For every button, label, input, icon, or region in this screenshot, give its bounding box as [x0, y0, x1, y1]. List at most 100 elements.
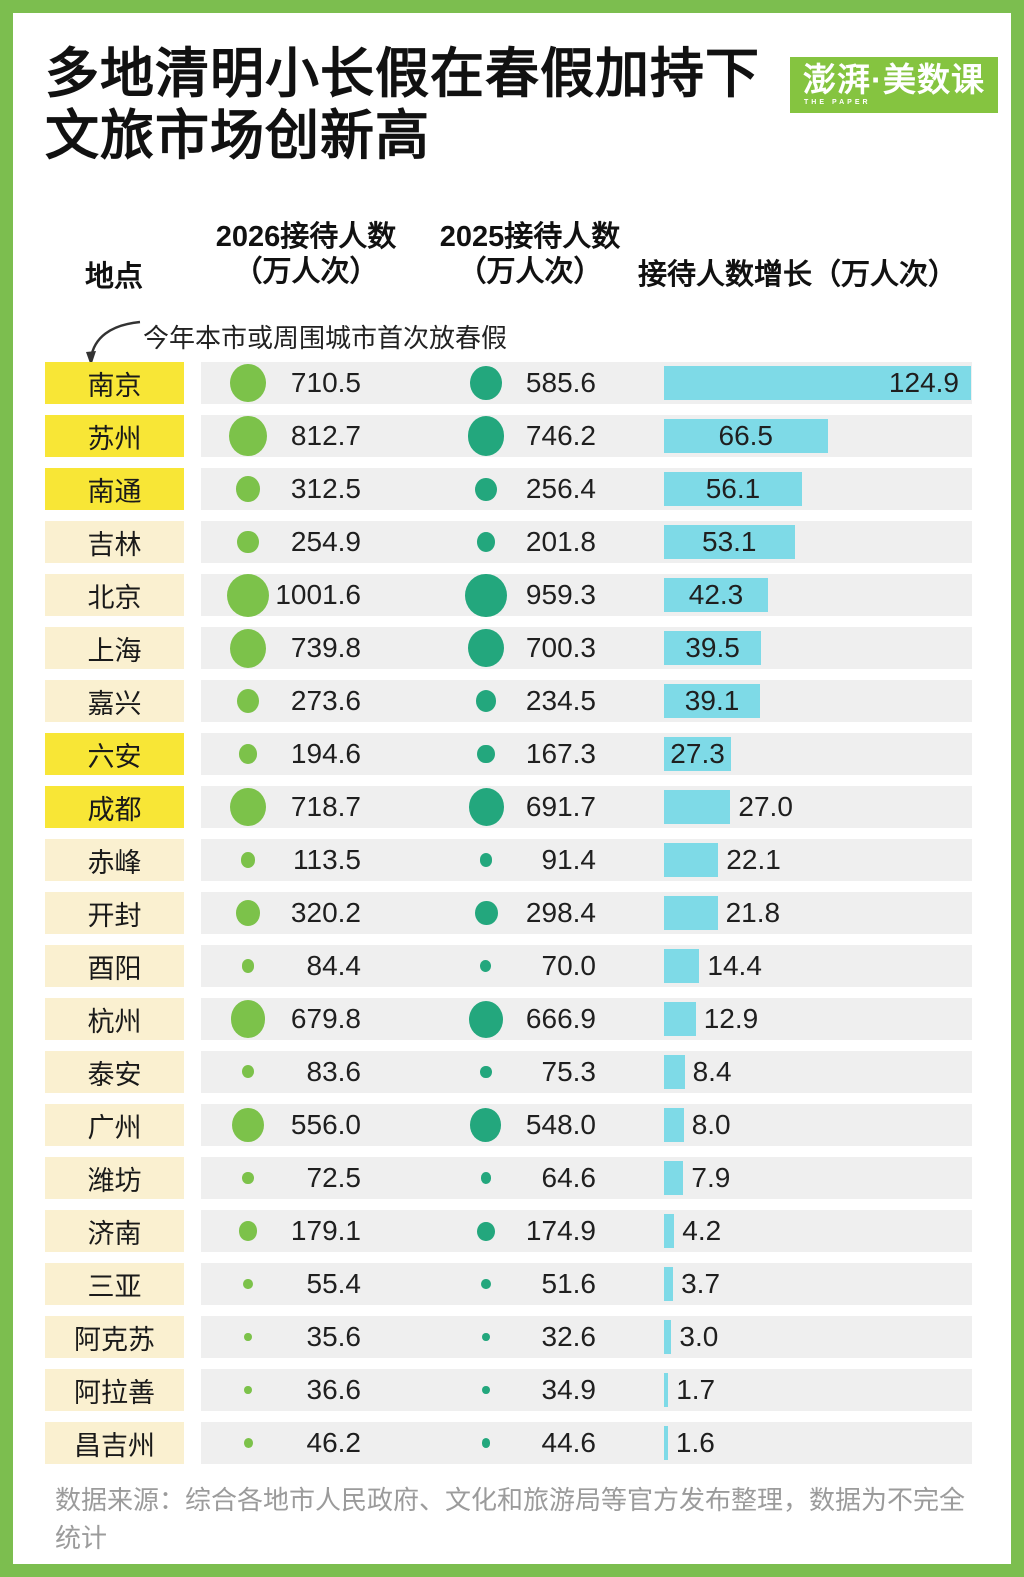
value-2025: 32.6 — [541, 1321, 597, 1352]
dot-2025 — [470, 1108, 502, 1142]
row-background — [201, 839, 972, 881]
city-label: 苏州 — [45, 415, 184, 457]
table-row: 赤峰 113.5 91.4 22.1 — [13, 839, 1011, 881]
row-background — [201, 892, 972, 934]
dot-2026 — [230, 1000, 266, 1038]
value-2026: 83.6 — [306, 1056, 362, 1087]
row-background — [201, 786, 972, 828]
value-2026: 36.6 — [306, 1374, 362, 1405]
growth-bar — [664, 790, 731, 824]
page-title: 多地清明小长假在春假加持下 文旅市场创新高 — [45, 43, 760, 167]
column-header-2026: 2026接待人数 （万人次） — [196, 220, 416, 290]
row-background — [201, 1157, 972, 1199]
growth-bar — [664, 631, 762, 665]
row-background — [201, 1104, 972, 1146]
dot-2025 — [475, 477, 497, 501]
dot-2026 — [232, 1108, 264, 1142]
dot-2026 — [229, 415, 267, 457]
city-label: 赤峰 — [45, 839, 184, 881]
row-background — [201, 1316, 972, 1358]
column-header-2025-line2: （万人次） — [457, 256, 603, 288]
value-2025: 585.6 — [525, 367, 596, 398]
row-background — [201, 680, 972, 722]
row-background — [201, 945, 972, 987]
growth-bar — [664, 1161, 684, 1195]
value-2026: 812.7 — [290, 420, 361, 451]
logo-text-cn: 澎湃·美数课 — [803, 61, 985, 98]
value-2026: 72.5 — [306, 1162, 362, 1193]
growth-value: 39.5 — [685, 632, 740, 663]
growth-value: 7.9 — [691, 1162, 731, 1193]
growth-bar — [664, 1373, 669, 1407]
city-label: 杭州 — [45, 998, 184, 1040]
table-row: 吉林 254.9 201.8 53.1 — [13, 521, 1011, 563]
growth-value: 8.0 — [691, 1109, 731, 1140]
value-2026: 1001.6 — [275, 579, 361, 610]
dot-2025 — [467, 416, 505, 456]
city-label: 北京 — [45, 574, 184, 616]
data-table: 南京 710.5 585.6 124.9 苏州 812.7 746.2 66.5 南通 312.5… — [13, 362, 1011, 1464]
value-2025: 298.4 — [525, 897, 596, 928]
city-label: 三亚 — [45, 1263, 184, 1305]
table-row: 济南 179.1 174.9 4.2 — [13, 1210, 1011, 1252]
city-label: 阿拉善 — [45, 1369, 184, 1411]
table-row: 北京 1001.6 959.3 42.3 — [13, 573, 1011, 617]
table-row: 南通 312.5 256.4 56.1 — [13, 468, 1011, 510]
dot-2026 — [239, 1221, 257, 1241]
value-2025: 691.7 — [525, 791, 596, 822]
value-2026: 320.2 — [290, 897, 361, 928]
value-2026: 179.1 — [290, 1215, 361, 1246]
table-row: 阿拉善 36.6 34.9 1.7 — [13, 1369, 1011, 1411]
value-2026: 273.6 — [290, 685, 361, 716]
column-header-2025: 2025接待人数 （万人次） — [420, 220, 640, 290]
value-2026: 739.8 — [290, 632, 361, 663]
dot-2026 — [236, 900, 260, 926]
value-2025: 666.9 — [525, 1003, 596, 1034]
dot-2025 — [480, 1065, 492, 1079]
column-header-2025-line1: 2025接待人数 — [439, 221, 621, 253]
table-row: 成都 718.7 691.7 27.0 — [13, 786, 1011, 828]
title-line-2: 文旅市场创新高 — [45, 106, 430, 166]
dot-2025 — [480, 1172, 492, 1184]
dot-2026 — [238, 744, 258, 764]
growth-value: 4.2 — [682, 1215, 722, 1246]
growth-bar — [664, 419, 828, 453]
dot-2025 — [468, 629, 504, 667]
growth-bar — [664, 896, 718, 930]
city-label: 阿克苏 — [45, 1316, 184, 1358]
title-line-1: 多地清明小长假在春假加持下 — [45, 44, 760, 104]
table-row: 苏州 812.7 746.2 66.5 — [13, 415, 1011, 457]
dot-2026 — [244, 1385, 252, 1395]
value-2025: 64.6 — [541, 1162, 597, 1193]
column-header-2026-line1: 2026接待人数 — [215, 221, 397, 253]
dot-2026 — [237, 689, 259, 713]
growth-bar — [664, 578, 768, 612]
content-area: 多地清明小长假在春假加持下 文旅市场创新高 澎湃·美数课 THE PAPER 地… — [13, 13, 1011, 1564]
dot-2025 — [465, 573, 507, 617]
growth-bar — [664, 1214, 675, 1248]
city-label: 六安 — [45, 733, 184, 775]
table-row: 杭州 679.8 666.9 12.9 — [13, 998, 1011, 1040]
city-label: 酉阳 — [45, 945, 184, 987]
column-header-growth: 接待人数增长（万人次） — [638, 259, 958, 291]
city-label: 嘉兴 — [45, 680, 184, 722]
value-2026: 254.9 — [290, 526, 361, 557]
dot-2025 — [477, 744, 495, 764]
value-2025: 75.3 — [541, 1056, 597, 1087]
logo-text-en: THE PAPER — [804, 99, 871, 106]
value-2026: 194.6 — [290, 738, 361, 769]
table-row: 上海 739.8 700.3 39.5 — [13, 627, 1011, 669]
value-2026: 312.5 — [290, 473, 361, 504]
row-background — [201, 468, 972, 510]
growth-value: 39.1 — [684, 685, 740, 716]
annotation-arrow-icon — [86, 320, 141, 366]
value-2026: 718.7 — [290, 791, 361, 822]
growth-bar — [664, 737, 732, 771]
row-background — [201, 1210, 972, 1252]
dot-2025 — [468, 1000, 504, 1038]
growth-value: 27.3 — [670, 738, 725, 769]
value-2026: 679.8 — [290, 1003, 361, 1034]
dot-2025 — [480, 960, 492, 972]
value-2025: 167.3 — [525, 738, 596, 769]
